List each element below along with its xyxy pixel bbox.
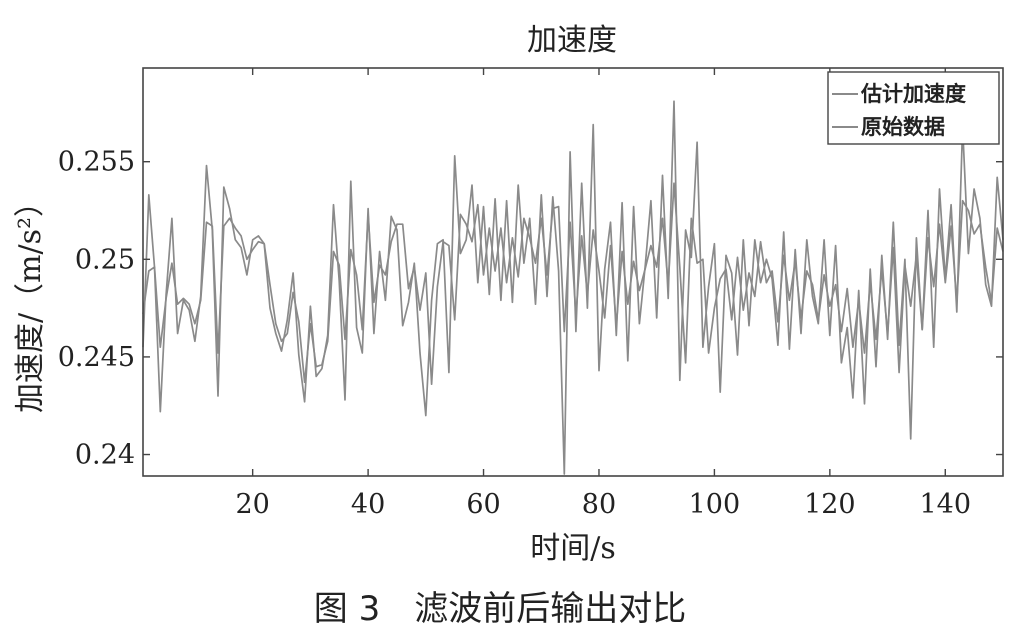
y-axis: 0.24 0.245 0.25 0.255 [58,147,1003,471]
series-line-2 [142,100,1004,475]
x-tick-label: 20 [235,489,269,520]
figure-caption: 图 3 滤波前后输出对比 [314,589,686,629]
series-layer [142,100,1004,475]
y-tick-label: 0.255 [58,147,135,178]
x-tick-label: 120 [804,489,856,520]
x-tick-label: 60 [466,489,500,520]
y-tick-label: 0.24 [75,440,135,471]
x-axis: 20 40 60 80 100 120 140 [235,68,971,520]
x-tick-label: 40 [351,489,385,520]
y-tick-label: 0.245 [58,342,135,373]
x-tick-label: 140 [920,489,972,520]
x-tick-label: 100 [689,489,741,520]
x-tick-label: 80 [582,489,616,520]
legend-label-raw: 原始数据 [861,115,945,139]
plot-frame [142,67,1004,477]
legend: 估计加速度 原始数据 [827,71,1000,145]
legend-box [827,71,1000,145]
y-tick-label: 0.25 [75,244,135,275]
chart-title: 加速度 [527,23,617,58]
y-axis-title: 加速度/（m/s²） [13,187,48,413]
legend-label-estimated: 估计加速度 [860,82,966,106]
x-axis-title: 时间/s [530,531,616,566]
